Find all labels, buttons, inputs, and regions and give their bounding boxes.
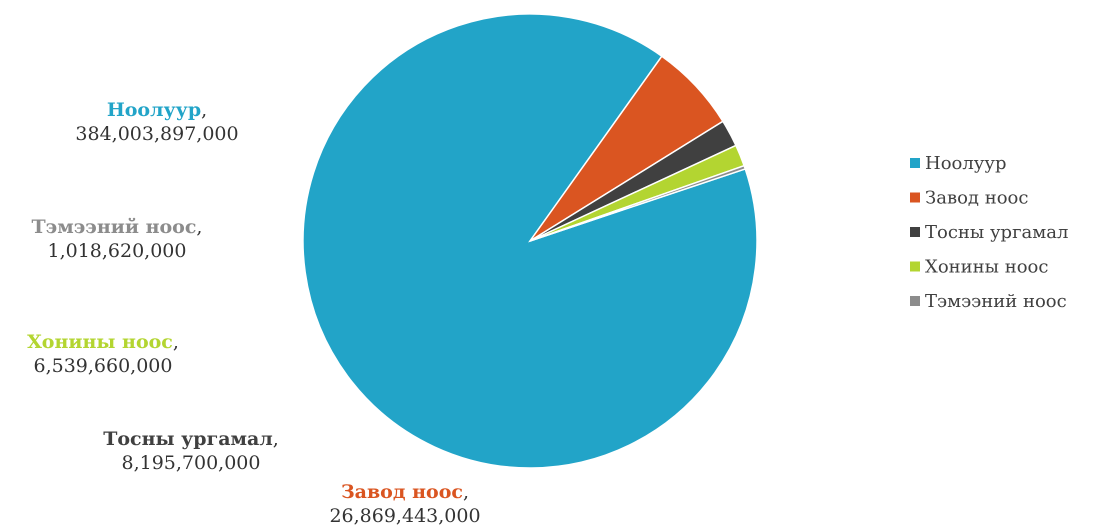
legend-label: Тэмээний ноос bbox=[925, 291, 1067, 312]
legend-swatch bbox=[910, 192, 920, 203]
data-label-3: Тосны ургамал, 8,195,700,000 bbox=[103, 428, 279, 474]
data-label-name: Тосны ургамал bbox=[103, 428, 273, 450]
legend-label: Тосны ургамал bbox=[925, 222, 1068, 243]
data-label-2: Завод ноос, 26,869,443,000 bbox=[329, 481, 480, 527]
data-labels: Ноолуур, 384,003,897,000 Завод ноос, 26,869… bbox=[27, 99, 480, 527]
data-label-name: Завод ноос bbox=[341, 481, 463, 503]
legend-swatch bbox=[910, 227, 920, 237]
legend: Ноолуур Завод ноос Тосны ургамал Хонины ноо… bbox=[910, 153, 1068, 312]
legend-swatch bbox=[910, 261, 920, 272]
legend-item-3: Тосны ургамал bbox=[910, 222, 1068, 243]
legend-label: Хонины ноос bbox=[925, 257, 1048, 278]
data-label-value: 6,539,660,000 bbox=[33, 355, 172, 377]
data-label-4: Хонины ноос, 6,539,660,000 bbox=[27, 331, 179, 377]
legend-swatch bbox=[910, 296, 920, 306]
data-label-name: Ноолуур bbox=[107, 99, 201, 121]
data-label-5: Тэмээний ноос, 1,018,620,000 bbox=[32, 216, 203, 262]
pie-slices bbox=[302, 13, 758, 469]
legend-label: Завод ноос bbox=[925, 188, 1028, 209]
legend-item-5: Тэмээний ноос bbox=[910, 291, 1067, 312]
data-label-name: Хонины ноос bbox=[27, 331, 173, 353]
data-label-value: 8,195,700,000 bbox=[121, 452, 260, 474]
legend-label: Ноолуур bbox=[925, 153, 1007, 174]
data-label-value: 1,018,620,000 bbox=[47, 240, 186, 262]
legend-item-4: Хонины ноос bbox=[910, 257, 1048, 278]
data-label-name: Тэмээний ноос bbox=[32, 216, 197, 238]
legend-item-2: Завод ноос bbox=[910, 188, 1028, 209]
data-label-1: Ноолуур, 384,003,897,000 bbox=[75, 99, 238, 145]
legend-item-1: Ноолуур bbox=[910, 153, 1007, 174]
data-label-value: 26,869,443,000 bbox=[329, 505, 480, 527]
data-label-value: 384,003,897,000 bbox=[75, 123, 238, 145]
legend-swatch bbox=[910, 158, 920, 168]
pie-slice-5 bbox=[529, 164, 747, 242]
